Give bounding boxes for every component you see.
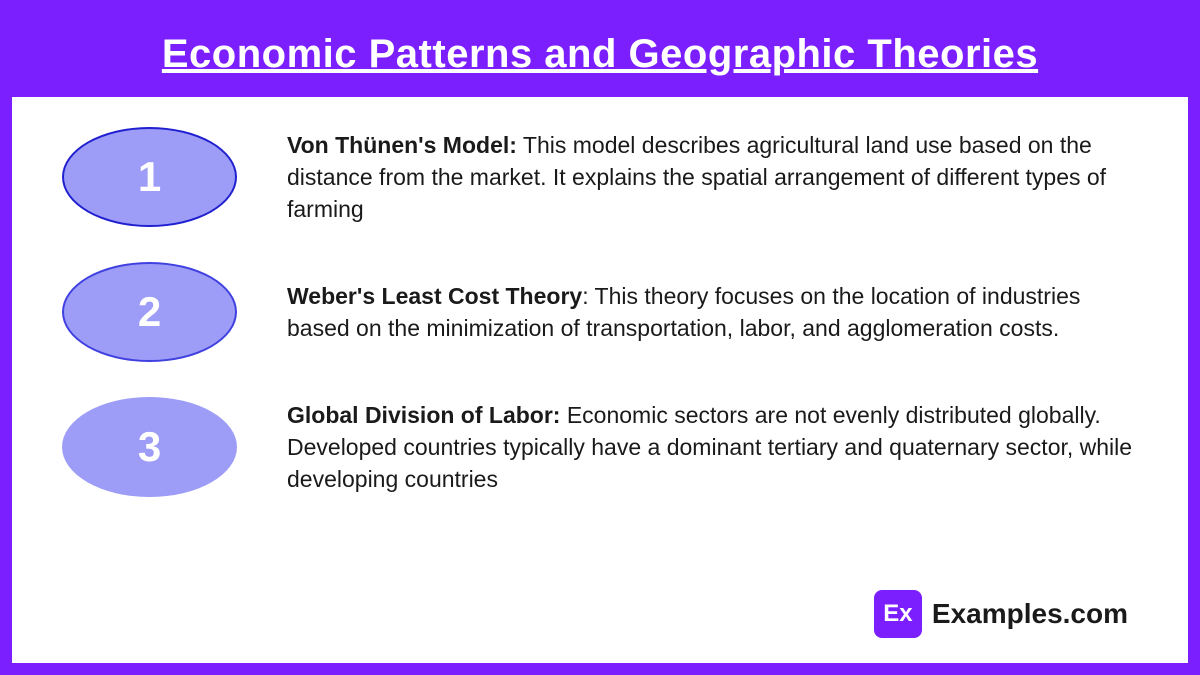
header-bar: Economic Patterns and Geographic Theorie… (12, 12, 1188, 97)
list-item: 1 Von Thünen's Model: This model describ… (62, 127, 1138, 227)
item-text-3: Global Division of Labor: Economic secto… (287, 399, 1138, 496)
badge-number: 1 (138, 153, 161, 201)
number-badge-1: 1 (62, 127, 237, 227)
logo-short-text: Ex (883, 600, 912, 628)
footer-logo: Ex Examples.com (874, 590, 1128, 638)
logo-icon: Ex (874, 590, 922, 638)
badge-number: 3 (138, 423, 161, 471)
number-badge-2: 2 (62, 262, 237, 362)
logo-text: Examples.com (932, 598, 1128, 630)
content-area: 1 Von Thünen's Model: This model describ… (12, 97, 1188, 663)
main-container: Economic Patterns and Geographic Theorie… (0, 0, 1200, 675)
list-item: 2 Weber's Least Cost Theory: This theory… (62, 262, 1138, 362)
item-text-2: Weber's Least Cost Theory: This theory f… (287, 280, 1138, 344)
item-title: Global Division of Labor: (287, 402, 560, 428)
list-item: 3 Global Division of Labor: Economic sec… (62, 397, 1138, 497)
item-text-1: Von Thünen's Model: This model describes… (287, 129, 1138, 226)
number-badge-3: 3 (62, 397, 237, 497)
badge-number: 2 (138, 288, 161, 336)
item-title: Weber's Least Cost Theory (287, 283, 582, 309)
item-title: Von Thünen's Model: (287, 132, 517, 158)
page-title: Economic Patterns and Geographic Theorie… (12, 32, 1188, 77)
